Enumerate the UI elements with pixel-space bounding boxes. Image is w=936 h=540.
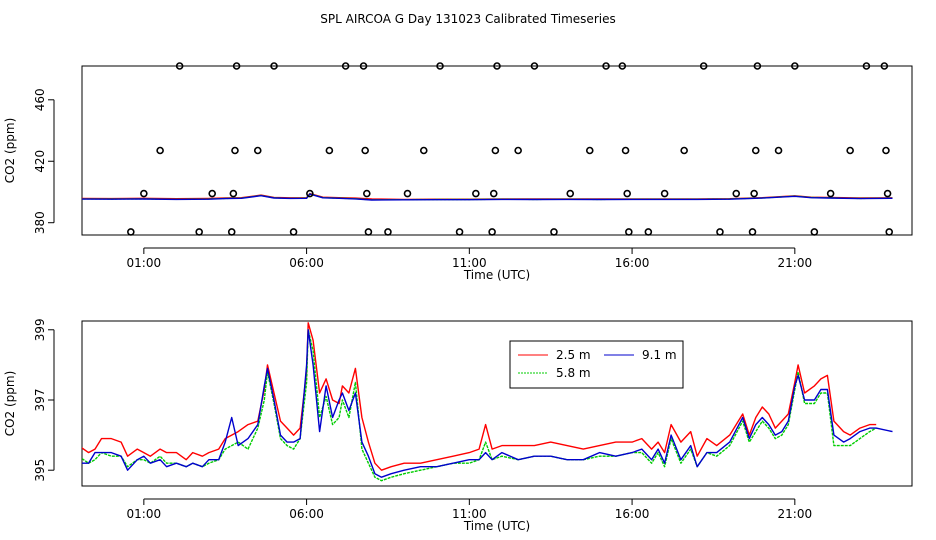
data-point bbox=[585, 146, 594, 155]
data-point bbox=[341, 62, 350, 70]
data-point bbox=[419, 146, 428, 155]
x-tick-label: 06:00 bbox=[289, 507, 324, 521]
data-point bbox=[127, 228, 135, 236]
data-point bbox=[403, 189, 412, 198]
data-point bbox=[361, 146, 369, 155]
y-tick-label: 397 bbox=[33, 389, 47, 412]
data-point bbox=[862, 62, 871, 70]
data-point bbox=[625, 228, 633, 236]
data-point bbox=[644, 228, 653, 236]
x-axis-label: Time (UTC) bbox=[463, 519, 530, 533]
top-panel: 01:00 06:00 11:00 16:00 21:00 Time (UTC) 380 42… bbox=[3, 62, 913, 282]
y-tick-label: 420 bbox=[33, 150, 47, 173]
data-point bbox=[699, 62, 708, 70]
data-point bbox=[810, 228, 819, 236]
series-line-9-1-m bbox=[82, 329, 893, 478]
data-point bbox=[491, 146, 500, 155]
data-point bbox=[289, 228, 298, 236]
y-tick-label: 460 bbox=[33, 88, 47, 111]
plot-frame bbox=[81, 320, 913, 487]
data-point bbox=[751, 146, 760, 155]
data-point bbox=[253, 146, 262, 155]
x-tick-label: 01:00 bbox=[127, 507, 162, 521]
data-point bbox=[550, 228, 558, 236]
y-axis-label: CO2 (ppm) bbox=[3, 118, 17, 184]
data-point bbox=[826, 189, 835, 198]
data-point bbox=[208, 189, 216, 198]
x-tick-label: 11:00 bbox=[452, 256, 487, 270]
legend: 2.5 m 9.1 m 5.8 m bbox=[509, 340, 684, 389]
plot-frame bbox=[81, 65, 913, 236]
data-point bbox=[774, 146, 783, 155]
data-point bbox=[270, 62, 278, 70]
data-point bbox=[489, 189, 498, 198]
data-point bbox=[306, 189, 314, 198]
data-point bbox=[229, 189, 238, 198]
data-point bbox=[363, 189, 371, 198]
data-point bbox=[231, 146, 239, 155]
data-point bbox=[140, 189, 148, 198]
figure-title: SPL AIRCOA G Day 131023 Calibrated Times… bbox=[320, 12, 615, 26]
data-point bbox=[514, 146, 522, 155]
series-line-5-8-m bbox=[82, 329, 877, 482]
data-point bbox=[455, 228, 464, 236]
data-point bbox=[364, 228, 373, 236]
y-axis-label: CO2 (ppm) bbox=[3, 371, 17, 437]
data-point bbox=[753, 62, 762, 70]
x-tick-label: 16:00 bbox=[615, 256, 650, 270]
data-point bbox=[880, 62, 889, 70]
bottom-panel: 01:00 06:00 11:00 16:00 21:00 Time (UTC) 395 39… bbox=[3, 318, 913, 533]
data-point bbox=[732, 189, 741, 198]
data-point bbox=[748, 228, 757, 236]
x-tick-label: 21:00 bbox=[778, 507, 813, 521]
x-tick-label: 01:00 bbox=[127, 256, 162, 270]
data-point bbox=[436, 62, 444, 70]
data-point bbox=[618, 62, 627, 70]
data-point bbox=[359, 62, 368, 70]
data-point bbox=[716, 228, 724, 236]
data-point bbox=[882, 146, 890, 155]
x-tick-label: 06:00 bbox=[289, 256, 324, 270]
series-line-2-5-m bbox=[82, 322, 877, 471]
data-point bbox=[156, 146, 164, 155]
legend-box bbox=[509, 340, 684, 389]
data-point bbox=[885, 228, 894, 236]
legend-label-9-1m: 9.1 m bbox=[642, 348, 677, 362]
data-point bbox=[175, 62, 184, 70]
data-point bbox=[602, 62, 610, 70]
series-line-9-1-m bbox=[82, 193, 893, 201]
data-point bbox=[488, 228, 496, 236]
y-tick-label: 380 bbox=[33, 211, 47, 234]
x-tick-label: 11:00 bbox=[452, 507, 487, 521]
data-point bbox=[325, 146, 334, 155]
x-axis-label: Time (UTC) bbox=[463, 268, 530, 282]
data-point bbox=[566, 189, 575, 198]
data-point bbox=[384, 228, 392, 236]
data-point bbox=[530, 62, 539, 70]
data-point bbox=[195, 228, 203, 236]
data-point bbox=[227, 228, 236, 236]
y-tick-label: 395 bbox=[33, 459, 47, 482]
data-point bbox=[623, 189, 631, 198]
data-point bbox=[846, 146, 854, 155]
legend-label-5-8m: 5.8 m bbox=[556, 366, 591, 380]
data-point bbox=[493, 62, 501, 70]
legend-label-2-5m: 2.5 m bbox=[556, 348, 591, 362]
data-point bbox=[232, 62, 241, 70]
x-tick-label: 21:00 bbox=[778, 256, 813, 270]
data-point bbox=[883, 189, 892, 198]
data-point bbox=[660, 189, 669, 198]
data-point bbox=[621, 146, 630, 155]
data-point bbox=[472, 189, 480, 198]
data-point bbox=[750, 189, 758, 198]
y-tick-label: 399 bbox=[33, 318, 47, 341]
data-point bbox=[680, 146, 688, 155]
data-point bbox=[791, 62, 799, 70]
x-tick-label: 16:00 bbox=[615, 507, 650, 521]
